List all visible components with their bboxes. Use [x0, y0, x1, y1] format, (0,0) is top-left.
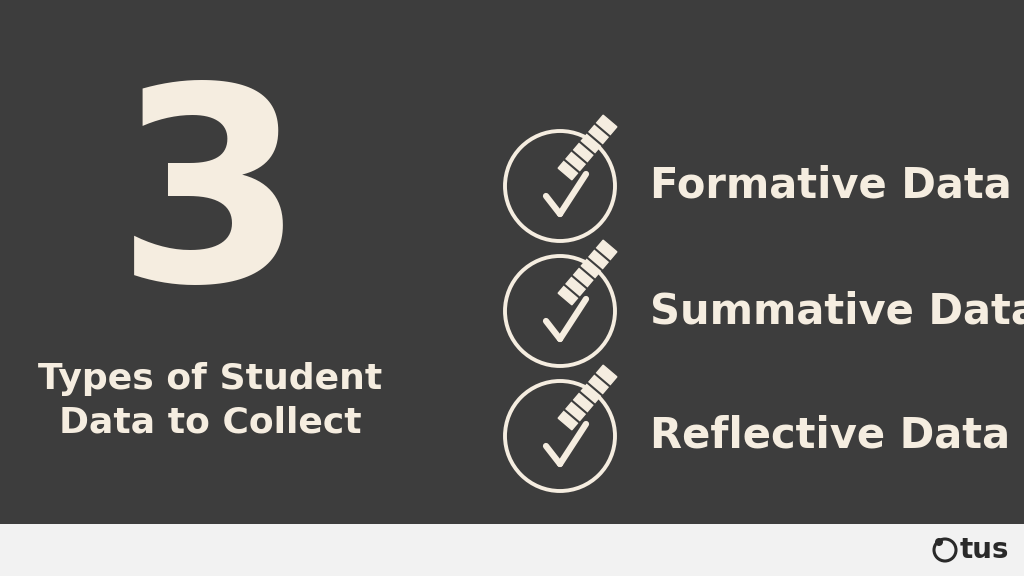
Text: Formative Data: Formative Data	[650, 165, 1012, 207]
Text: 3: 3	[116, 75, 304, 337]
Text: Summative Data: Summative Data	[650, 290, 1024, 332]
Text: tus: tus	[961, 536, 1010, 564]
Polygon shape	[558, 365, 616, 430]
Polygon shape	[558, 240, 616, 305]
Bar	[0, 524, 1024, 576]
Circle shape	[935, 538, 943, 546]
Text: Types of Student
Data to Collect: Types of Student Data to Collect	[38, 362, 382, 439]
Text: Reflective Data: Reflective Data	[650, 415, 1010, 457]
Polygon shape	[558, 115, 616, 180]
